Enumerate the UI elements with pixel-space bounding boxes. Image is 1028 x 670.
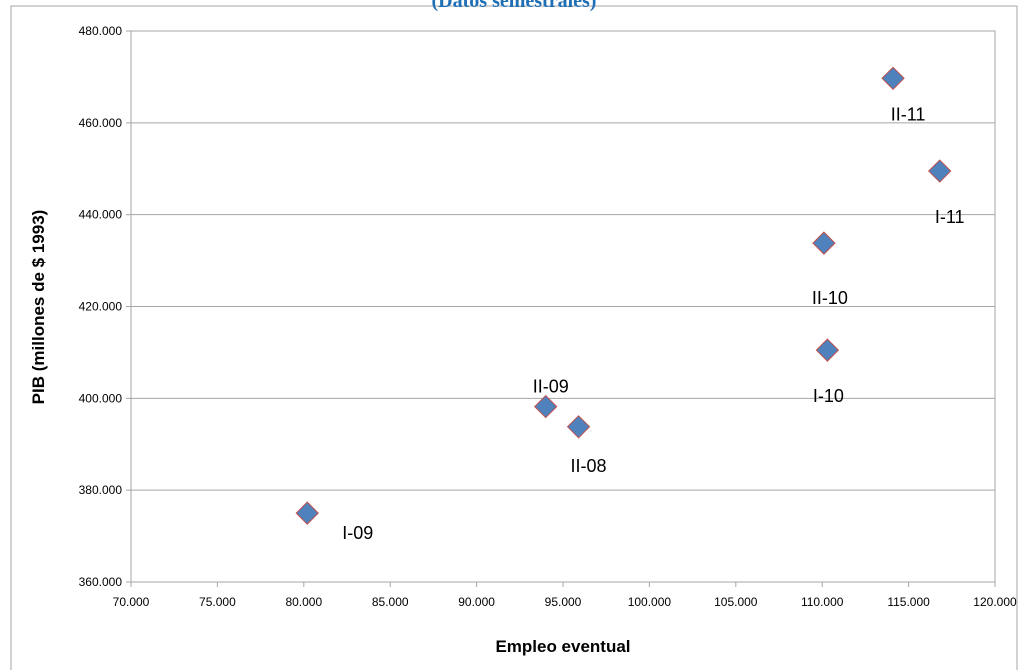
point-label: I-10 — [813, 386, 844, 406]
point-marker — [927, 159, 952, 183]
data-points — [295, 66, 952, 525]
point-marker — [812, 231, 836, 255]
y-tick-label: 420.000 — [79, 300, 123, 314]
y-tick-label: 380.000 — [79, 483, 123, 497]
data-labels: I-09 II-09 II-08 I-10 II-10 II-11 I-11 — [342, 104, 964, 543]
point-label: II-08 — [571, 456, 607, 476]
x-tick-label: 95.000 — [545, 595, 582, 609]
x-axis-ticks: 70.000 75.000 80.000 85.000 90.000 95.000 100.… — [113, 582, 1017, 609]
x-tick-label: 70.000 — [113, 595, 150, 609]
x-tick-label: 80.000 — [285, 595, 322, 609]
y-tick-label: 440.000 — [79, 208, 123, 222]
x-tick-label: 110.000 — [801, 595, 844, 609]
y-tick-label: 480.000 — [79, 24, 123, 38]
point-label: I-11 — [935, 207, 965, 227]
point-label: II-09 — [533, 377, 569, 397]
point-marker — [815, 338, 840, 362]
point-marker — [295, 501, 319, 525]
grid-lines — [131, 122, 995, 491]
point-label: II-10 — [812, 288, 848, 308]
y-axis-title: PIB (millones de $ 1993) — [29, 210, 48, 405]
point-marker — [881, 66, 905, 91]
y-tick-label: 360.000 — [79, 575, 123, 589]
x-tick-label: 75.000 — [199, 595, 236, 609]
x-tick-label: 90.000 — [458, 595, 495, 609]
y-tick-label: 460.000 — [79, 116, 123, 130]
y-tick-label: 400.000 — [79, 391, 123, 405]
x-tick-label: 105.000 — [714, 595, 758, 609]
chart-title: (Datos semestrales) — [432, 0, 597, 12]
x-tick-label: 120.000 — [973, 595, 1017, 609]
point-marker — [566, 415, 591, 439]
y-axis-ticks: 360.000 380.000 400.000 420.000 440.000 460.0… — [79, 24, 131, 589]
point-marker — [534, 394, 558, 419]
chart-area-border — [10, 5, 1018, 670]
point-label: I-09 — [342, 523, 373, 543]
x-tick-label: 100.000 — [628, 595, 672, 609]
x-tick-label: 85.000 — [372, 595, 409, 609]
point-label: II-11 — [891, 104, 926, 124]
x-tick-label: 115.000 — [887, 595, 930, 609]
x-axis-title: Empleo eventual — [495, 637, 630, 656]
